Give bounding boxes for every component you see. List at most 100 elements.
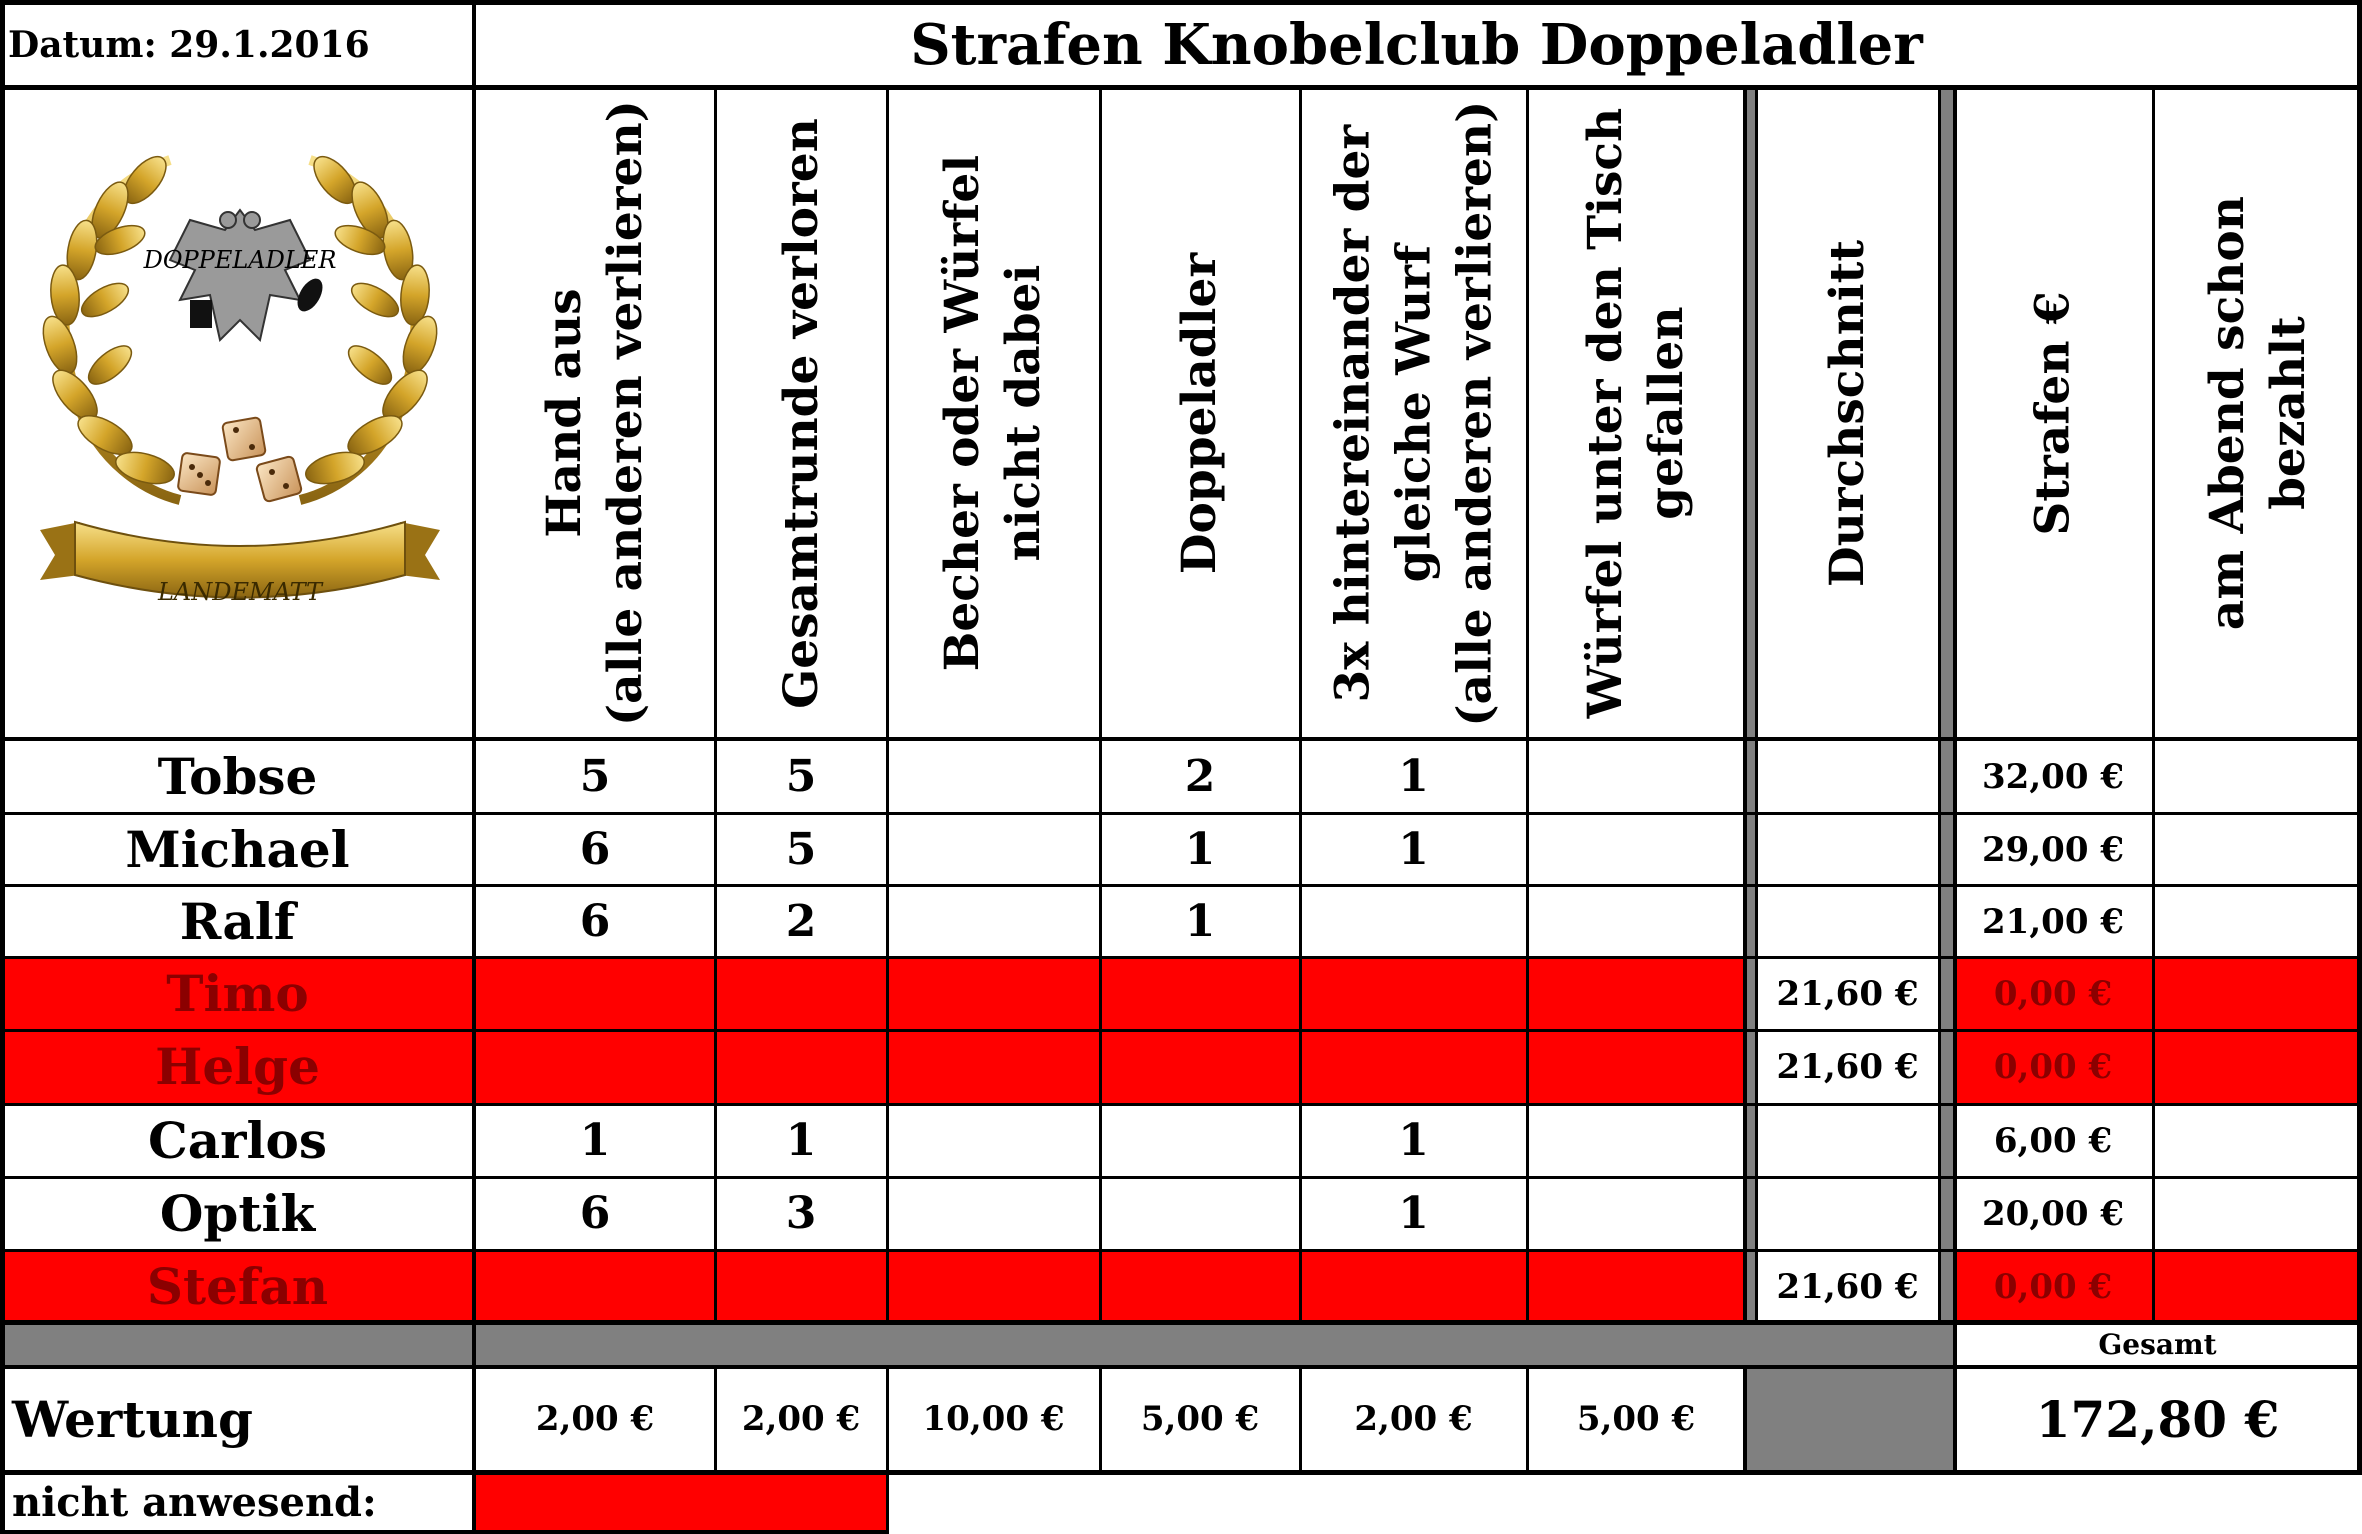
cell-strafen: 0,00 € [1993,973,2113,1014]
grid-line [886,88,889,1323]
player-name: Timo [166,964,309,1023]
column-header-durchschnitt: Durchschnitt [1819,239,1875,588]
cell-gesamtrunde: 2 [785,896,817,947]
absent-row-bg [0,1250,1745,1323]
cell-doppeladler: 2 [1184,751,1216,802]
absent-legend-swatch [475,1472,887,1534]
grid-line [0,956,2362,959]
column-header-wuerfel: Würfel unter den Tisch gefallen [1577,108,1694,719]
player-name: Michael [125,820,350,879]
separator-column [1940,88,1953,1323]
grid-line [1526,88,1529,1323]
logo-banner-text: LANDEMATT [157,578,323,606]
player-name: Helge [155,1037,320,1096]
grid-line [0,0,5,1534]
cell-dreifach: 1 [1398,1115,1429,1166]
cell-hand_aus: 6 [579,824,611,875]
cell-strafen: 0,00 € [1993,1046,2113,1087]
grid-line [0,884,2362,887]
cell-doppeladler: 1 [1184,896,1216,947]
grid-line [1953,1320,1957,1472]
grid-line [1099,1368,1102,1472]
player-name: Carlos [147,1111,328,1170]
wertung-label: Wertung [12,1389,253,1449]
grid-line [2357,0,2362,1472]
grid-line [0,85,2362,90]
absent-row-bg [1953,957,2362,1030]
grid-line [0,1249,2362,1252]
absent-row-bg [1953,1250,2362,1323]
grid-line [714,1368,717,1472]
grid-line [0,1365,1953,1369]
cell-hand_aus: 1 [579,1115,611,1166]
grid-line [886,1368,889,1472]
total-amount: 172,80 € [2035,1389,2280,1449]
cell-strafen: 0,00 € [1993,1266,2113,1307]
grid-line [1953,1365,2362,1369]
cell-durchschnitt: 21,60 € [1776,1046,1919,1087]
cell-gesamtrunde: 5 [785,751,817,802]
cell-dreifach: 1 [1398,824,1429,875]
cell-hand_aus: 6 [579,896,611,947]
grid-line [0,0,2362,5]
grid-line [1755,88,1758,1323]
wertung-value-wuerfel: 5,00 € [1576,1399,1696,1439]
cell-gesamtrunde: 5 [785,824,817,875]
grid-line [1299,1368,1302,1472]
grid-line [1938,88,1941,1323]
cell-doppeladler: 1 [1184,824,1216,875]
grid-line [1953,88,1957,1472]
column-header-becher: Becher oder Würfel nicht dabei [935,155,1052,672]
cell-strafen: 21,00 € [1982,901,2124,942]
column-header-hand_aus: Hand aus (alle anderen verlieren) [536,100,654,727]
cell-strafen: 6,00 € [1993,1120,2113,1161]
cell-hand_aus: 5 [579,751,611,802]
wertung-value-dreifach: 2,00 € [1354,1399,1473,1439]
grid-line [0,1320,2362,1325]
absent-row-bg [1953,1030,2362,1103]
grid-line [0,1103,2362,1106]
cell-strafen: 20,00 € [1982,1193,2124,1234]
grid-line [886,1472,889,1534]
separator-bar [0,1323,1953,1368]
grid-line [0,1176,2362,1179]
grid-line [2152,88,2155,1323]
absent-row-bg [0,957,1745,1030]
column-header-dreifach: 3x hintereinander der gleiche Wurf (alle a… [1324,100,1503,727]
grid-line [0,737,2362,741]
cell-durchschnitt: 21,60 € [1776,1266,1919,1307]
grid-line [1526,1368,1529,1472]
absent-legend-label: nicht anwesend: [12,1478,377,1526]
column-header-gesamtrunde: Gesamtrunde verloren [773,118,829,709]
grid-line [1743,1368,1747,1472]
wertung-value-becher: 10,00 € [922,1399,1065,1439]
cell-strafen: 32,00 € [1982,756,2124,797]
cell-dreifach: 1 [1398,1188,1429,1239]
grid-line [472,0,476,1534]
grid-line [1743,88,1747,1323]
cell-durchschnitt: 21,60 € [1776,973,1919,1014]
wertung-value-hand_aus: 2,00 € [535,1399,655,1439]
date-label: Datum: 29.1.2016 [8,24,370,66]
cell-gesamtrunde: 1 [785,1115,817,1166]
logo-top-text: DOPPELADLER [143,246,337,274]
grid-line [1299,88,1302,1323]
cell-gesamtrunde: 3 [785,1188,817,1239]
column-header-bezahlt: am Abend schon bezahlt [2199,196,2316,631]
grid-line [0,812,2362,815]
grid-line [0,1470,2362,1475]
column-header-strafen: Strafen € [2025,291,2081,536]
page-title: Strafen Knobelclub Doppeladler [910,12,1923,78]
gesamt-label: Gesamt [2098,1327,2217,1361]
grid-line [1099,88,1102,1323]
absent-row-bg [0,1030,1745,1103]
cell-hand_aus: 6 [579,1188,611,1239]
player-name: Stefan [146,1257,329,1316]
separator-column [1745,88,1755,1323]
player-name: Ralf [179,892,296,951]
column-header-doppeladler: Doppeladler [1172,252,1228,575]
grid-line [714,88,717,1323]
grid-line [0,1530,887,1534]
wertung-grey-cell [1745,1368,1953,1472]
cell-strafen: 29,00 € [1982,829,2124,870]
